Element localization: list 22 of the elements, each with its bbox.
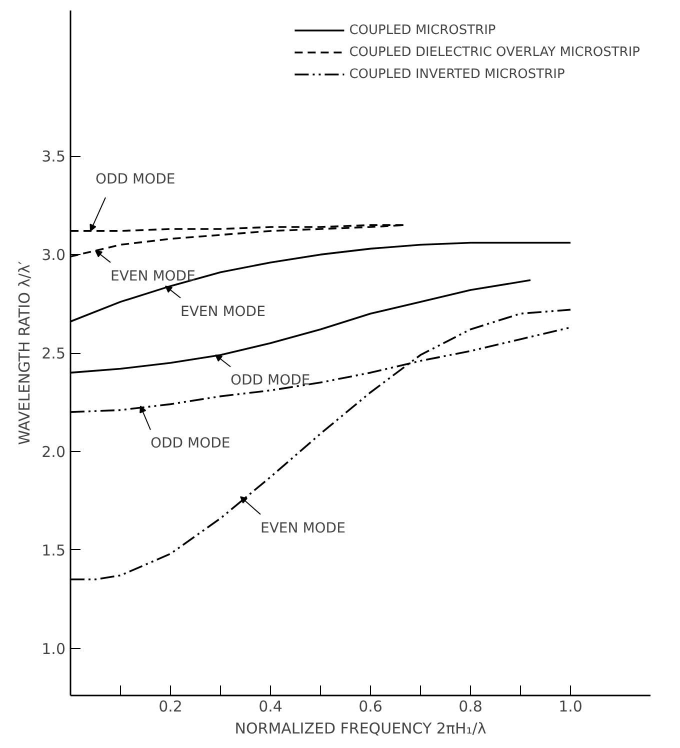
annotation: ODD MODE	[150, 436, 230, 452]
y-tick-label: 3.0	[42, 246, 66, 264]
y-tick-label: 1.5	[42, 541, 66, 560]
annotation: EVEN MODE	[110, 268, 196, 284]
x-tick-label: 0.8	[458, 698, 482, 716]
annotation: ODD MODE	[230, 372, 310, 389]
y-tick-label: 1.0	[42, 640, 66, 658]
annotation: ODD MODE	[96, 172, 176, 188]
x-axis-title: NORMALIZED FREQUENCY 2πH₁/λ	[234, 720, 486, 738]
y-axis-title: WAVELENGTH RATIO λ/λ′	[16, 260, 34, 445]
x-tick-label: 0.4	[258, 698, 282, 716]
x-tick-label: 0.2	[158, 698, 182, 716]
x-tick-label: 1.0	[558, 698, 582, 716]
x-tick-label: 0.6	[358, 698, 382, 716]
legend-label: COUPLED MICROSTRIP	[349, 22, 496, 38]
legend-label: COUPLED INVERTED MICROSTRIP	[349, 66, 565, 82]
annotation: EVEN MODE	[180, 304, 266, 320]
legend-label: COUPLED DIELECTRIC OVERLAY MICROSTRIP	[349, 44, 640, 60]
y-tick-label: 2.5	[42, 344, 66, 362]
annotation: EVEN MODE	[260, 520, 346, 536]
y-tick-label: 3.5	[42, 148, 66, 166]
y-tick-label: 2.0	[42, 442, 66, 461]
